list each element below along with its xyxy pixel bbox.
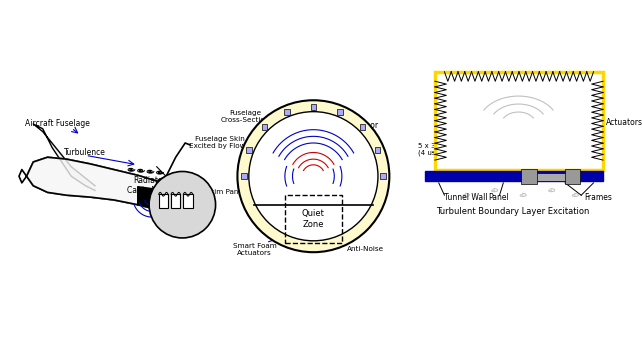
Bar <box>565 169 580 184</box>
Bar <box>435 72 603 170</box>
Bar <box>159 194 168 208</box>
Circle shape <box>149 171 216 238</box>
Bar <box>241 173 247 179</box>
Polygon shape <box>26 157 157 209</box>
Bar <box>530 173 571 181</box>
Bar <box>374 147 380 153</box>
Bar <box>284 109 290 115</box>
Text: Tunnel Wall: Tunnel Wall <box>444 193 488 202</box>
Circle shape <box>238 100 389 252</box>
Text: Panel: Panel <box>488 193 509 202</box>
Polygon shape <box>137 187 166 209</box>
Bar <box>426 171 603 181</box>
Text: Smart Foam
Actuators: Smart Foam Actuators <box>232 243 277 256</box>
Text: Frames: Frames <box>584 193 612 202</box>
Text: Anti-Noise: Anti-Noise <box>347 246 384 252</box>
Text: Aircraft Fuselage: Aircraft Fuselage <box>24 119 89 129</box>
Bar <box>247 147 252 153</box>
Bar <box>183 194 193 208</box>
Text: Turbulent Boundary Layer Excitation: Turbulent Boundary Layer Excitation <box>436 207 589 216</box>
Text: Fuselage Skin
Excited by Flow: Fuselage Skin Excited by Flow <box>189 136 245 149</box>
Bar <box>311 104 317 110</box>
Bar <box>285 195 342 243</box>
Bar <box>261 124 267 130</box>
Text: Floor: Floor <box>359 121 378 130</box>
Circle shape <box>249 112 378 241</box>
Text: Actuators: Actuators <box>606 118 642 127</box>
Text: Radiated
Cabin Noise: Radiated Cabin Noise <box>127 176 173 195</box>
Bar <box>380 173 386 179</box>
Text: Trim Panel: Trim Panel <box>208 190 245 195</box>
Polygon shape <box>33 124 95 191</box>
Bar <box>521 169 537 184</box>
Text: Turbulence: Turbulence <box>64 148 105 157</box>
Bar <box>171 194 180 208</box>
Text: 5 x 3 array of microphones
(4 used as error sensors): 5 x 3 array of microphones (4 used as er… <box>418 143 512 156</box>
Bar <box>360 124 365 130</box>
Text: Quiet
Zone: Quiet Zone <box>302 209 325 229</box>
Bar <box>337 109 343 115</box>
Text: Fuselage
Cross-Section: Fuselage Cross-Section <box>220 110 270 123</box>
